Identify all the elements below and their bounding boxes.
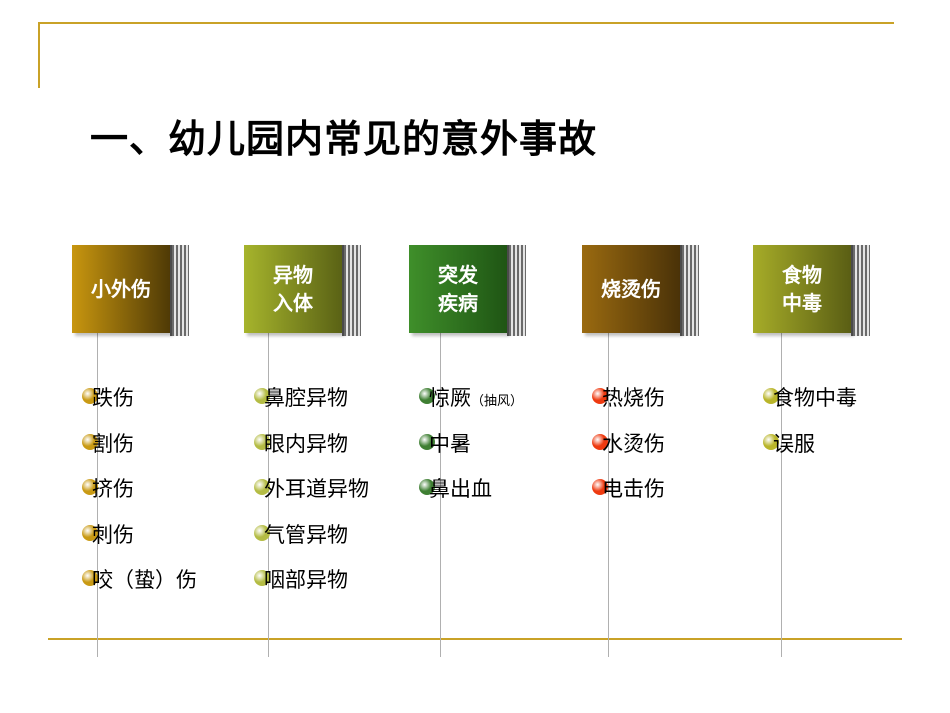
category-heading: 小外伤 xyxy=(72,245,170,333)
slide-title: 一、幼儿园内常见的意外事故 xyxy=(90,117,598,161)
bullet-dot-icon xyxy=(592,479,608,495)
item-text: 电击伤 xyxy=(602,477,665,501)
list-item: 电击伤 xyxy=(592,476,665,522)
top-rule xyxy=(38,22,894,24)
list-item: 跌伤 xyxy=(82,385,197,431)
item-note: （抽风） xyxy=(471,394,524,409)
item-text: 挤伤 xyxy=(92,477,134,501)
bullet-dot-icon xyxy=(254,524,270,541)
bullet-dot-icon xyxy=(419,388,435,404)
list-item: 误服 xyxy=(763,431,857,477)
category-column: 食物 中毒 食物中毒 误服 xyxy=(753,245,950,665)
category-heading-line: 突发 xyxy=(438,263,478,287)
connector-line xyxy=(440,331,441,657)
heading-stripe-decoration xyxy=(851,245,870,336)
category-heading: 突发 疾病 xyxy=(409,245,507,333)
item-text: 惊厥 xyxy=(429,386,471,410)
category-column: 小外伤跌伤割伤挤伤刺伤咬（蛰）伤 xyxy=(72,245,272,665)
item-text: 热烧伤 xyxy=(602,386,665,410)
category-column: 烧烫伤热烧伤水烫伤电击伤 xyxy=(582,245,782,665)
bullet-dot-icon xyxy=(82,388,98,404)
bullet-dot-icon xyxy=(592,388,608,404)
item-list: 食物中毒 误服 xyxy=(763,385,857,477)
list-item: 外耳道异物 xyxy=(254,476,369,522)
category-heading-line: 入体 xyxy=(273,291,313,315)
category-heading-line: 中毒 xyxy=(782,291,822,315)
connector-line xyxy=(781,331,782,657)
item-text: 食物中毒 xyxy=(773,386,857,410)
list-item: 咽部异物 xyxy=(254,567,369,613)
heading-stripe-decoration xyxy=(170,245,189,336)
item-text: 咽部异物 xyxy=(264,568,348,592)
list-item: 刺伤 xyxy=(82,522,197,568)
connector-line xyxy=(97,331,98,657)
bullet-dot-icon xyxy=(82,479,98,495)
bullet-dot-icon xyxy=(82,524,98,541)
bullet-dot-icon xyxy=(254,388,270,404)
list-item: 热烧伤 xyxy=(592,385,665,431)
item-text: 中暑 xyxy=(429,431,471,456)
category-heading: 异物 入体 xyxy=(244,245,342,333)
bullet-dot-icon xyxy=(82,433,98,450)
heading-stripe-decoration xyxy=(680,245,699,336)
list-item: 中暑 xyxy=(419,431,523,477)
category-heading: 食物 中毒 xyxy=(753,245,851,333)
connector-line xyxy=(608,331,609,657)
heading-stripe-decoration xyxy=(342,245,361,336)
item-text: 鼻出血 xyxy=(429,477,492,501)
item-text: 跌伤 xyxy=(92,386,134,410)
item-text: 割伤 xyxy=(92,431,134,456)
list-item: 鼻腔异物 xyxy=(254,385,369,431)
bullet-dot-icon xyxy=(82,570,98,586)
bullet-dot-icon xyxy=(763,388,779,404)
bullet-dot-icon xyxy=(419,479,435,495)
bullet-dot-icon xyxy=(419,433,435,450)
category-column: 突发 疾病 惊厥（抽风） 中暑 鼻出血 xyxy=(409,245,609,665)
heading-stripe-decoration xyxy=(507,245,526,336)
list-item: 食物中毒 xyxy=(763,385,857,431)
list-item: 鼻出血 xyxy=(419,476,523,522)
list-item: 咬（蛰）伤 xyxy=(82,567,197,613)
item-text: 外耳道异物 xyxy=(264,477,369,501)
category-column: 异物入体鼻腔异物眼内异物外耳道异物气管异物咽部异物 xyxy=(244,245,444,665)
item-list: 跌伤割伤挤伤刺伤咬（蛰）伤 xyxy=(82,385,197,613)
category-heading-line: 小外伤 xyxy=(91,277,151,301)
item-text: 水烫伤 xyxy=(602,431,665,456)
list-item: 割伤 xyxy=(82,431,197,477)
item-text: 气管异物 xyxy=(264,522,348,547)
bullet-dot-icon xyxy=(254,479,270,495)
list-item: 惊厥（抽风） xyxy=(419,385,524,431)
item-list: 热烧伤 水烫伤 电击伤 xyxy=(592,385,665,522)
connector-line xyxy=(268,331,269,657)
category-heading-line: 疾病 xyxy=(438,291,478,315)
bullet-dot-icon xyxy=(254,433,270,450)
item-text: 误服 xyxy=(773,431,815,456)
item-text: 鼻腔异物 xyxy=(264,386,348,410)
category-heading: 烧烫伤 xyxy=(582,245,680,333)
item-list: 鼻腔异物眼内异物外耳道异物气管异物咽部异物 xyxy=(254,385,369,613)
bottom-rule xyxy=(48,638,902,640)
list-item: 挤伤 xyxy=(82,476,197,522)
category-heading-line: 食物 xyxy=(782,263,822,287)
bullet-dot-icon xyxy=(592,433,608,450)
item-list: 惊厥（抽风） 中暑 鼻出血 xyxy=(419,385,524,522)
category-heading-line: 异物 xyxy=(273,263,313,287)
bullet-dot-icon xyxy=(763,433,779,450)
list-item: 眼内异物 xyxy=(254,431,369,477)
item-text: 咬（蛰）伤 xyxy=(92,568,197,592)
bullet-dot-icon xyxy=(254,570,270,586)
list-item: 气管异物 xyxy=(254,522,369,568)
item-text: 眼内异物 xyxy=(264,431,348,456)
category-heading-line: 烧烫伤 xyxy=(601,277,661,301)
left-rule xyxy=(38,22,40,88)
item-text: 刺伤 xyxy=(92,522,134,547)
list-item: 水烫伤 xyxy=(592,431,665,477)
